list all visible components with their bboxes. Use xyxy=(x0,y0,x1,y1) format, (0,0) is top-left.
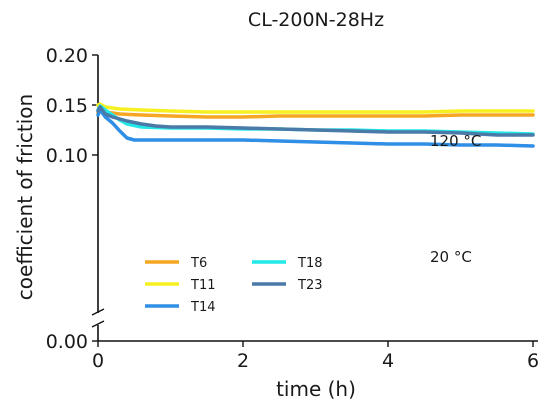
y-tick-label: 0.00 xyxy=(46,331,88,353)
y-tick-label: 0.10 xyxy=(46,145,88,167)
x-tick-label: 4 xyxy=(382,350,394,372)
legend-label-t11: T11 xyxy=(190,278,215,293)
legend-label-t23: T23 xyxy=(297,278,322,293)
x-axis-label: time (h) xyxy=(276,377,356,401)
y-axis-label: coefficient of friction xyxy=(13,94,37,300)
series-line-t23 xyxy=(96,105,535,137)
axis-break-mark xyxy=(91,308,105,316)
axis-break-mark xyxy=(91,320,105,328)
annotation-20c: 20 °C xyxy=(430,248,472,266)
x-tick-label: 0 xyxy=(92,350,104,372)
series-line-t11 xyxy=(96,102,535,114)
x-tick-label: 2 xyxy=(237,350,249,372)
annotation-120c: 120 °C xyxy=(430,132,481,150)
axes: 0 2 4 6 0.00 0.10 0.15 0.20 xyxy=(46,45,539,372)
x-tick-label: 6 xyxy=(527,350,539,372)
series-lines xyxy=(96,102,535,148)
series-line-t14 xyxy=(96,108,535,148)
y-tick-label: 0.15 xyxy=(46,95,88,117)
legend-label-t6: T6 xyxy=(190,256,207,271)
chart-title: CL-200N-28Hz xyxy=(248,9,384,31)
legend: T6 T11 T14 T18 T23 xyxy=(145,256,322,315)
legend-label-t14: T14 xyxy=(190,300,215,315)
legend-label-t18: T18 xyxy=(297,256,322,271)
y-tick-label: 0.20 xyxy=(46,45,88,67)
